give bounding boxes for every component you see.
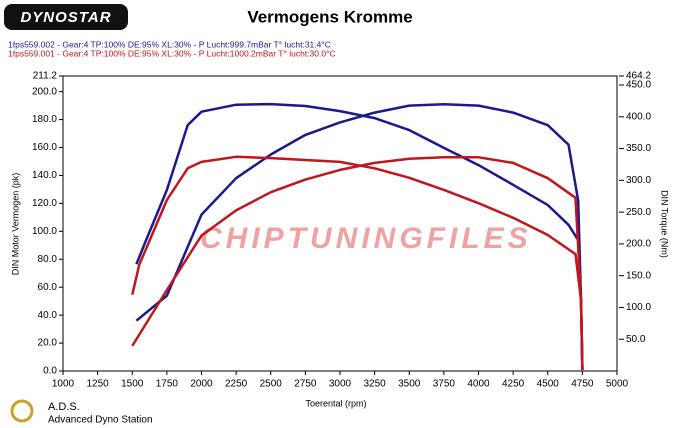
y-axis-label: DIN Motor Vermogen (pk)	[10, 173, 20, 276]
x-tick-label: 4750	[571, 379, 594, 390]
x-tick-label: 1750	[156, 379, 179, 390]
x-tick-label: 2500	[260, 379, 283, 390]
x-tick-label: 4500	[537, 379, 560, 390]
watermark: CHIPTUNINGFILES	[200, 222, 532, 255]
line-series	[131, 155, 584, 370]
x-tick-label: 3000	[329, 379, 352, 390]
x-tick-label: 2750	[294, 379, 317, 390]
y2-tick-label: 450.0	[626, 80, 651, 91]
x-axis-label: Toerental (rpm)	[305, 398, 366, 408]
legend-entry: 1fps559.001 - Gear:4 TP:100% DE:95% XL:3…	[8, 48, 336, 58]
y-tick-label: 80.0	[38, 254, 58, 265]
y2-tick-label: 100.0	[626, 302, 651, 313]
y2-tick-label: 464.2	[626, 71, 651, 82]
y2-tick-label: 150.0	[626, 270, 651, 281]
x-tick-label: 3500	[398, 379, 421, 390]
y2-tick-label: 200.0	[626, 239, 651, 250]
x-tick-label: 2250	[225, 379, 248, 390]
y-tick-label: 180.0	[32, 114, 57, 125]
line-series	[131, 156, 584, 371]
x-tick-label: 4250	[502, 379, 525, 390]
y-tick-label: 0.0	[43, 366, 57, 377]
line-series	[135, 102, 584, 371]
y-tick-label: 160.0	[32, 142, 57, 153]
x-tick-label: 1000	[52, 379, 75, 390]
logo-box	[4, 4, 128, 30]
x-tick-label: 2000	[190, 379, 213, 390]
legend-entry: 1fps559.002 - Gear:4 TP:100% DE:95% XL:3…	[8, 39, 331, 49]
footer-logo	[10, 399, 34, 423]
logo: DYNOSTAR	[20, 9, 111, 26]
footer-subtitle: Advanced Dyno Station	[48, 415, 153, 426]
y-tick-label: 200.0	[32, 86, 57, 97]
y-tick-label: 60.0	[38, 282, 58, 293]
x-tick-label: 4000	[467, 379, 490, 390]
y-tick-label: 100.0	[32, 226, 57, 237]
x-tick-label: 3750	[433, 379, 456, 390]
y2-tick-label: 350.0	[626, 143, 651, 154]
y-tick-label: 140.0	[32, 170, 57, 181]
y-tick-label: 211.2	[33, 71, 58, 82]
chart-title: Vermogens Kromme	[247, 7, 412, 26]
y-tick-label: 120.0	[32, 198, 57, 209]
x-tick-label: 3250	[364, 379, 387, 390]
footer-brand: A.D.S.	[48, 401, 80, 413]
x-tick-label: 5000	[606, 379, 629, 390]
y2-tick-label: 50.0	[626, 334, 646, 345]
x-tick-label: 1250	[87, 379, 110, 390]
x-tick-label: 1500	[121, 379, 144, 390]
y2-tick-label: 400.0	[626, 111, 651, 122]
y2-tick-label: 250.0	[626, 207, 651, 218]
y2-tick-label: 300.0	[626, 175, 651, 186]
line-series	[135, 102, 584, 370]
y-tick-label: 40.0	[38, 310, 58, 321]
y-tick-label: 20.0	[38, 338, 58, 349]
y2-axis-label: DIN Torque (Nm)	[660, 190, 670, 258]
